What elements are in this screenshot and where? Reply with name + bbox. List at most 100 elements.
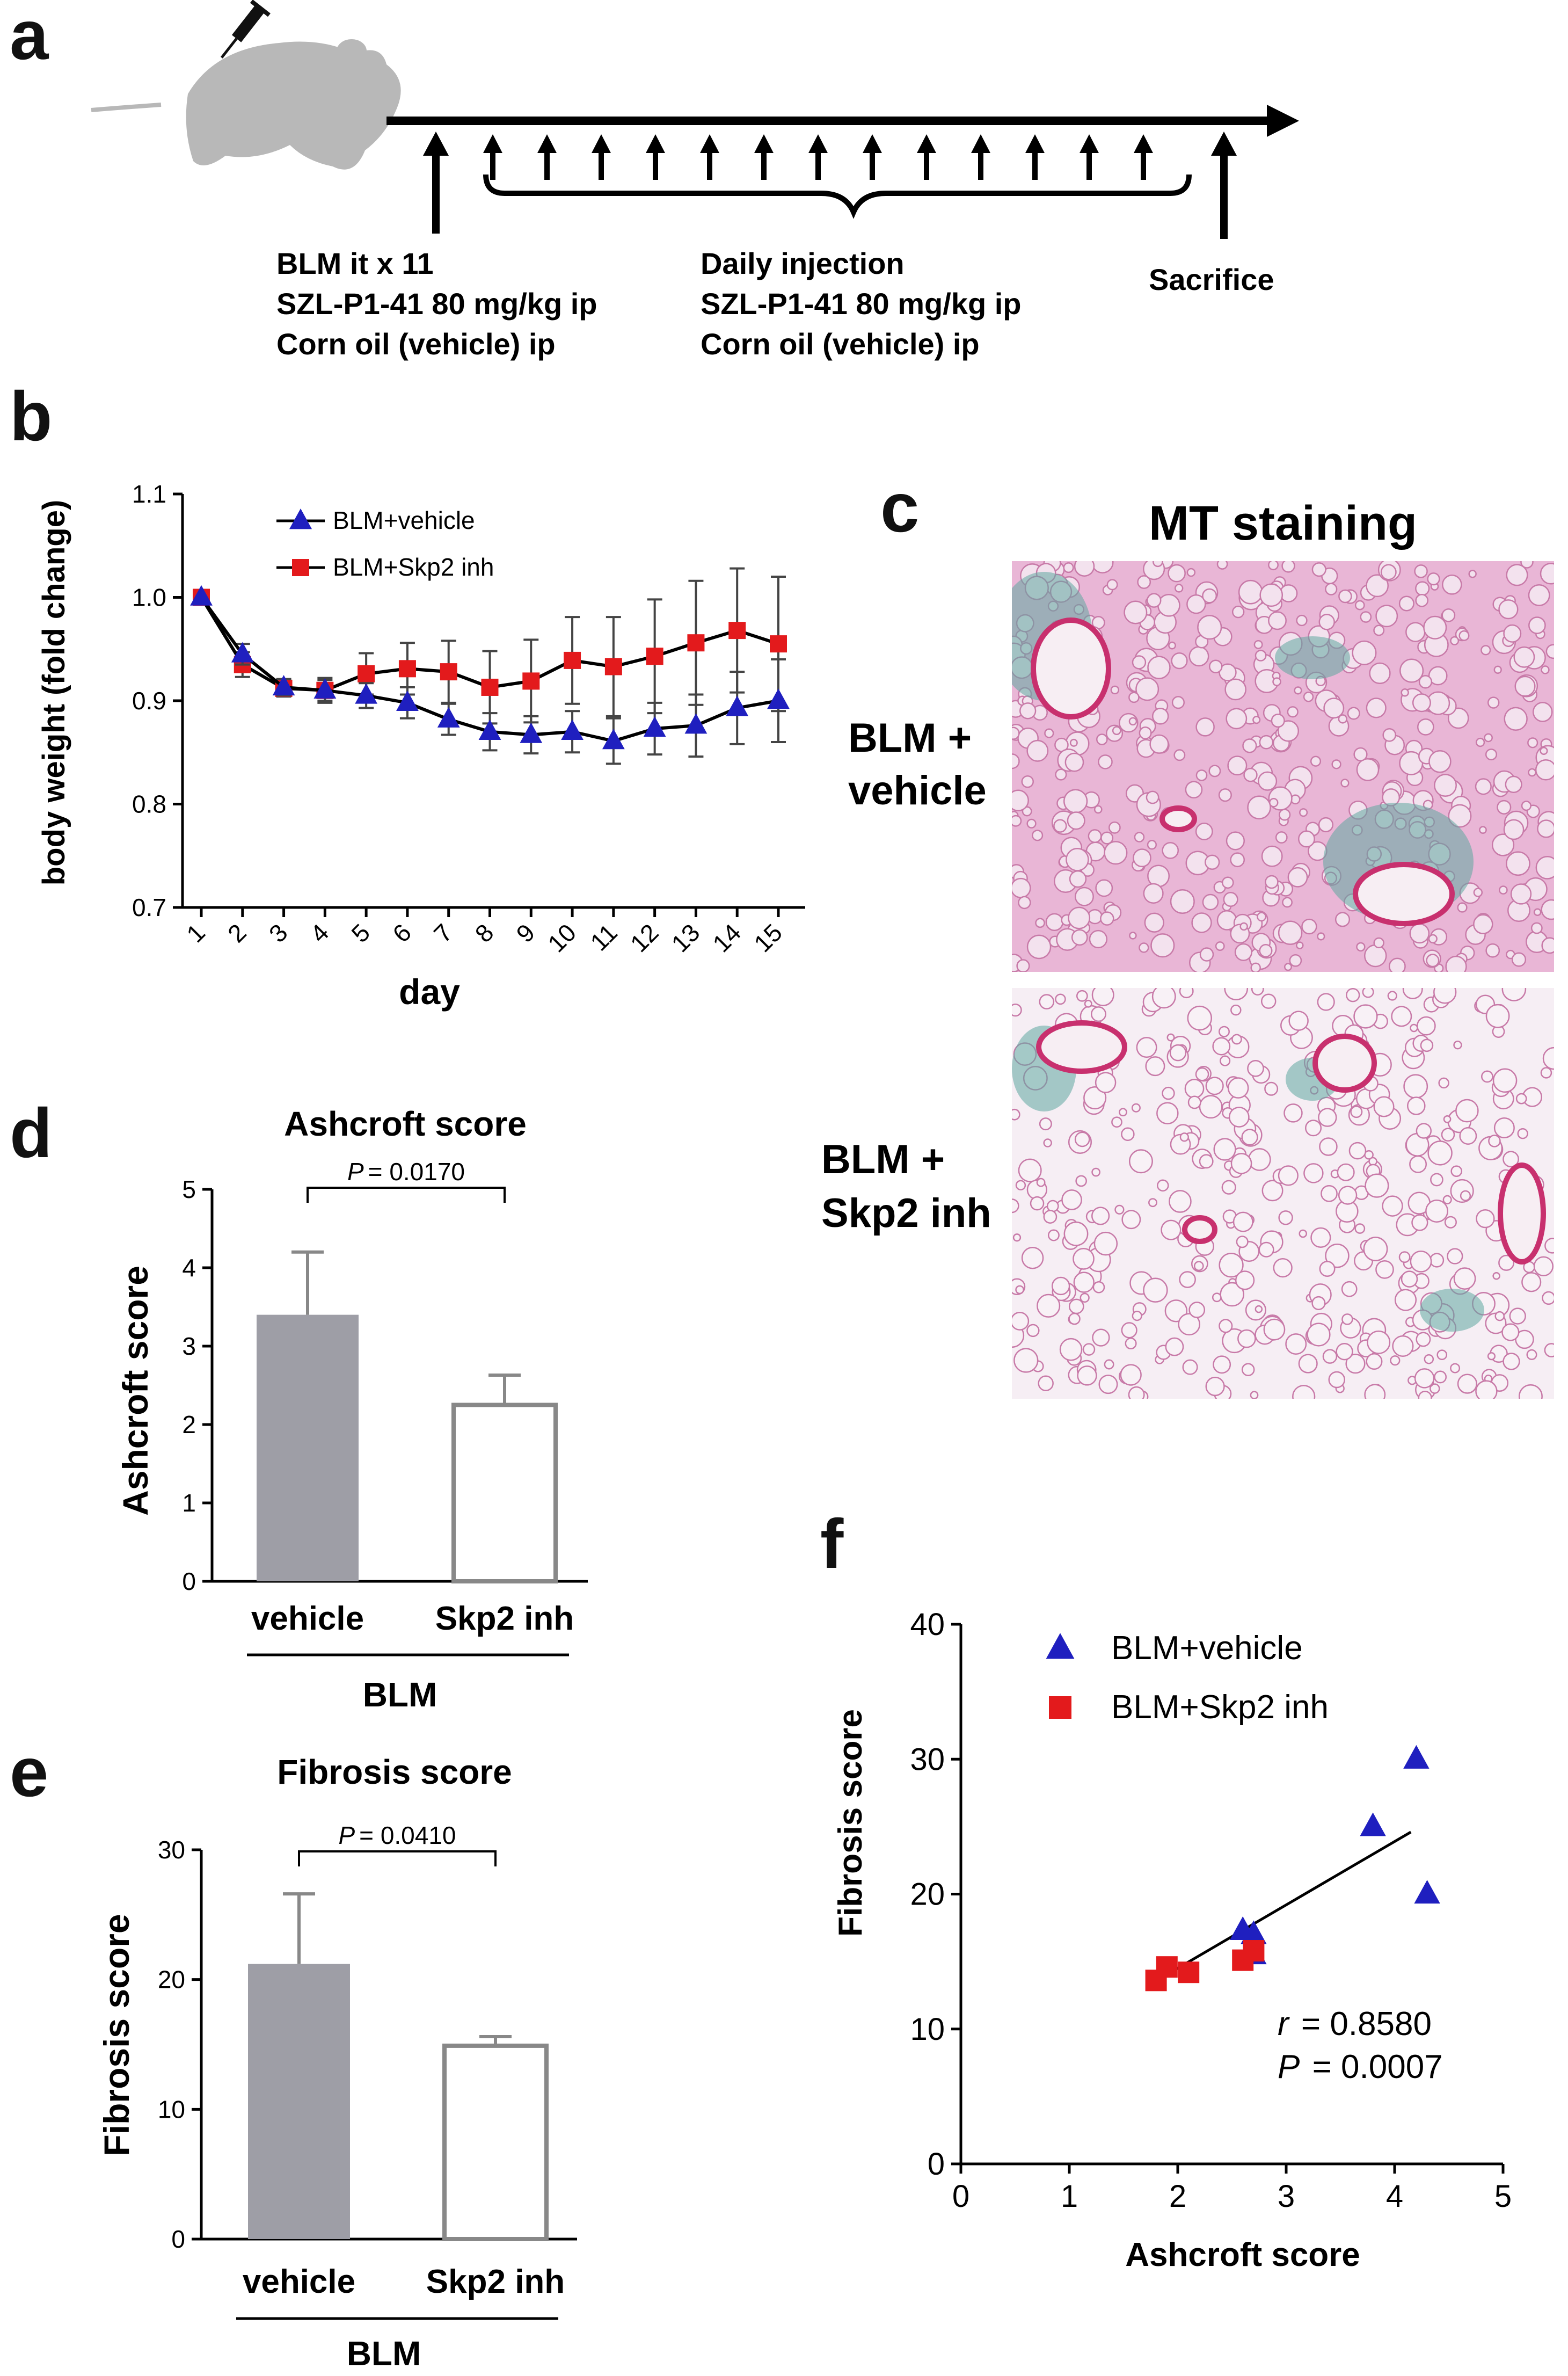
alveolus xyxy=(1414,564,1428,578)
alveolus xyxy=(1403,1074,1428,1099)
series-f-skp2 xyxy=(1145,1940,1265,1992)
alveolus xyxy=(1365,1173,1389,1198)
p-symbol: P xyxy=(338,1821,355,1849)
axis-label-y-ashcroft: Ashcroft score xyxy=(115,1266,155,1516)
alveolus xyxy=(1119,1108,1127,1117)
y-tick-label: 2 xyxy=(182,1411,196,1438)
alveolus xyxy=(1498,599,1519,620)
alveolus xyxy=(1380,564,1397,580)
alveolus xyxy=(1427,572,1440,586)
alveolus xyxy=(1077,1365,1097,1386)
bar-skp2 xyxy=(451,1403,558,1583)
alveolus xyxy=(1271,714,1285,728)
panel-letter-a: a xyxy=(10,0,49,74)
alveolus xyxy=(1323,697,1345,719)
alveolus xyxy=(1128,717,1137,726)
alveolus xyxy=(1484,733,1493,743)
alveolus xyxy=(1528,584,1550,606)
legend-b-vehicle-label: BLM+vehicle xyxy=(333,506,475,534)
alveolus xyxy=(1261,845,1283,867)
daily-arrow xyxy=(971,134,990,180)
alveolus xyxy=(1132,1311,1142,1321)
alveolus xyxy=(1202,893,1219,911)
alveolus xyxy=(1487,696,1500,709)
alveolus xyxy=(1259,944,1273,958)
alveolus xyxy=(1067,811,1085,830)
series-b-vehicle xyxy=(190,585,790,765)
alveolus xyxy=(1221,1180,1236,1195)
y-tick-label: 3 xyxy=(182,1332,196,1360)
alveolus xyxy=(1134,832,1145,842)
alveolus xyxy=(1047,1229,1060,1241)
x-tick-label-f: 5 xyxy=(1494,2179,1512,2214)
alveolus xyxy=(1503,1353,1520,1370)
alveolus xyxy=(1032,830,1044,841)
axis-label-x-ashcroft-f: Ashcroft score xyxy=(1125,2236,1360,2273)
alveolus xyxy=(1238,579,1263,605)
alveolus xyxy=(1409,1155,1427,1173)
alveolus xyxy=(1053,819,1067,833)
legend-b-skp2-marker xyxy=(292,559,309,576)
alveolus xyxy=(1375,605,1398,628)
data-point xyxy=(358,665,375,682)
alveolus xyxy=(1187,1095,1201,1109)
timeline-arrowhead xyxy=(1267,105,1299,137)
stat-r-symbol: r xyxy=(1278,2006,1290,2043)
alveolus xyxy=(1299,1229,1308,1238)
alveolus xyxy=(1227,1077,1249,1099)
alveolus xyxy=(1347,707,1360,720)
alveolus xyxy=(1540,1067,1552,1079)
alveolus xyxy=(1325,1243,1350,1268)
data-point xyxy=(272,675,295,696)
chart-title-fibrosis: Fibrosis score xyxy=(277,1753,512,1791)
alveolus xyxy=(1303,692,1314,702)
y-tick-label-f: 40 xyxy=(910,1607,945,1642)
alveolus xyxy=(1445,955,1467,972)
alveolus xyxy=(1026,934,1052,960)
alveolus xyxy=(1219,663,1237,681)
alveolus xyxy=(1137,575,1151,589)
alveolus xyxy=(1108,821,1121,834)
alveolus xyxy=(1169,1044,1187,1062)
alveolus xyxy=(1367,1330,1391,1354)
alveolus xyxy=(1231,605,1245,619)
alveolus xyxy=(1098,1375,1118,1394)
alveolus xyxy=(1257,912,1267,922)
alveolus xyxy=(1375,1260,1394,1279)
alveolus xyxy=(1162,842,1179,859)
alveolus xyxy=(1268,561,1279,571)
alveolus xyxy=(1416,1123,1432,1139)
alveolus xyxy=(1394,1289,1417,1311)
alveolus xyxy=(1427,1140,1453,1166)
alveolus xyxy=(1128,1149,1153,1174)
alveolus xyxy=(1143,1277,1168,1303)
daily-arrow xyxy=(917,134,936,180)
vessel xyxy=(1498,1162,1546,1265)
alveolus xyxy=(1230,852,1245,868)
alveolus xyxy=(1503,819,1525,840)
alveolus xyxy=(1318,614,1335,630)
alveolus xyxy=(1133,848,1151,868)
x-tick-label-b: 7 xyxy=(428,918,458,948)
alveolus xyxy=(1424,1354,1434,1364)
alveolus xyxy=(1236,1236,1249,1248)
alveolus xyxy=(1338,589,1352,604)
alveolus xyxy=(1191,912,1212,933)
alveolus xyxy=(1492,1271,1500,1280)
alveolus xyxy=(1281,561,1295,573)
alveolus xyxy=(1311,562,1326,577)
alveolus xyxy=(1354,600,1365,611)
alveolus xyxy=(1353,1004,1378,1029)
alveolus xyxy=(1283,1103,1303,1123)
alveolus xyxy=(1501,1323,1520,1341)
alveolus xyxy=(1147,840,1157,850)
x-tick-label-b: 14 xyxy=(707,918,746,957)
alveolus xyxy=(1401,1270,1418,1288)
category-label: vehicle xyxy=(251,1600,364,1637)
row-label-skp2-line1: BLM + xyxy=(821,1137,945,1182)
stat-r-value: = 0.8580 xyxy=(1301,2006,1432,2043)
group-label-blm-d: BLM xyxy=(363,1675,437,1714)
alveolus xyxy=(1216,561,1228,570)
y-tick-label-b: 0.9 xyxy=(132,687,166,715)
alveolus xyxy=(1243,767,1258,782)
